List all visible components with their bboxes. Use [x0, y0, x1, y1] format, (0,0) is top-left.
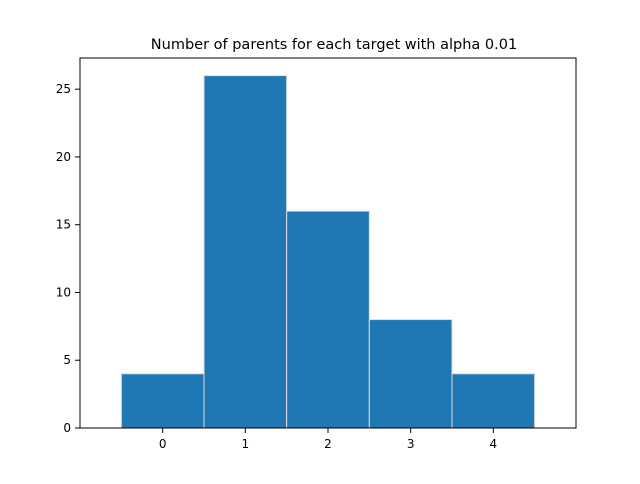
x-tick-label: 4	[490, 437, 498, 451]
x-tick-label: 2	[324, 437, 332, 451]
ticks-layer: 0 1 2 3 4 0 5 10 15 20 25	[56, 82, 497, 451]
y-tick-label: 15	[56, 218, 71, 232]
bar-2	[286, 210, 370, 429]
bars-layer	[120, 75, 536, 429]
y-tick-label: 20	[56, 150, 71, 164]
x-tick-label: 0	[159, 437, 167, 451]
bar-1	[203, 75, 288, 429]
x-tick-label: 1	[242, 437, 250, 451]
bar-4	[451, 373, 536, 429]
bar-3	[368, 319, 453, 429]
y-tick-label: 5	[63, 353, 71, 367]
y-tick-label: 0	[63, 421, 71, 435]
chart-title: Number of parents for each target with a…	[151, 37, 517, 53]
axes-frame	[79, 57, 577, 429]
y-tick-label: 25	[56, 82, 71, 96]
y-tick-label: 10	[56, 285, 71, 299]
x-tick-label: 3	[407, 437, 415, 451]
bar-0	[120, 373, 205, 429]
